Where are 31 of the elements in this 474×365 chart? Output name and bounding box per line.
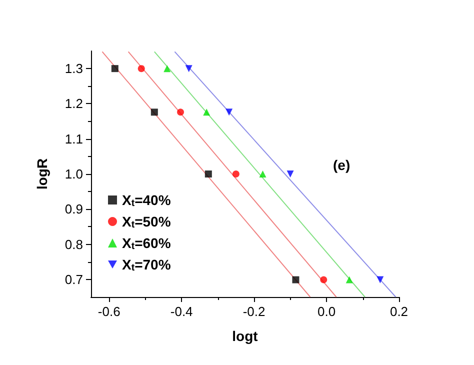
- point: [164, 65, 171, 72]
- x-tick-label: -0.4: [170, 304, 193, 319]
- y-tick-label: 0.8: [64, 236, 83, 252]
- point: [226, 108, 233, 116]
- y-tick-label: 1.1: [64, 131, 83, 146]
- point: [204, 170, 212, 178]
- y-tick-label: 0.9: [64, 202, 83, 217]
- y-axis-title: logR: [34, 158, 50, 190]
- x-tick-label: 0.0: [317, 304, 336, 319]
- x-axis-title: logt: [232, 328, 258, 344]
- y-tick-label: 1.3: [64, 61, 83, 76]
- point: [259, 170, 266, 178]
- point: [292, 276, 300, 284]
- point: [138, 65, 145, 72]
- point: [346, 276, 353, 284]
- point: [185, 65, 192, 72]
- y-tick-label: 0.7: [64, 272, 83, 287]
- point: [286, 170, 294, 178]
- x-tick-label: -0.2: [242, 304, 266, 319]
- point: [150, 108, 158, 116]
- x-tick-label: 0.2: [390, 304, 408, 319]
- x-tick-label: -0.6: [98, 304, 120, 319]
- point: [111, 65, 118, 72]
- point: [203, 108, 210, 116]
- annotation: (e): [333, 157, 350, 173]
- y-tick-label: 1.0: [64, 166, 83, 182]
- point: [232, 170, 240, 178]
- point: [320, 276, 328, 284]
- point: [177, 108, 184, 116]
- y-tick-label: 1.2: [64, 96, 83, 112]
- point: [376, 276, 384, 284]
